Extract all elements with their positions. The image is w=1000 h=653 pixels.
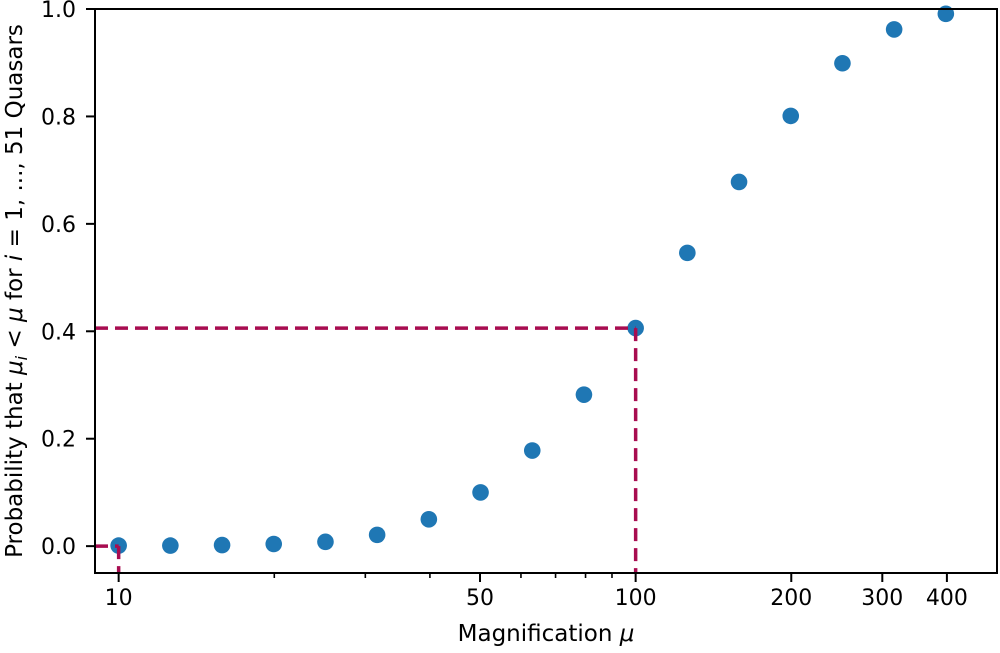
axis-ticks bbox=[86, 8, 948, 582]
x-tick-label: 100 bbox=[615, 586, 657, 611]
data-point bbox=[885, 21, 903, 38]
axis-label-part: μ bbox=[2, 360, 28, 376]
data-point bbox=[472, 484, 489, 501]
data-point bbox=[368, 526, 386, 544]
y-axis-label: Probability that μi < μ for i = 1, ..., … bbox=[2, 24, 31, 558]
y-tick-label: 0.2 bbox=[41, 428, 76, 453]
y-tick-label: 0.4 bbox=[41, 320, 76, 345]
axis-label-part: μ bbox=[2, 307, 28, 323]
data-point bbox=[730, 173, 748, 191]
data-point bbox=[317, 533, 334, 551]
y-tick-label: 1.0 bbox=[41, 0, 76, 23]
plot-area-border bbox=[94, 8, 998, 574]
x-tick-label: 10 bbox=[105, 586, 133, 611]
plot-spines bbox=[94, 8, 998, 574]
x-axis-label: Magnification μ bbox=[458, 621, 635, 647]
y-tick-label: 0.6 bbox=[41, 213, 76, 238]
axis-label-part: < bbox=[2, 322, 28, 356]
data-points bbox=[110, 5, 955, 554]
axis-label-part: i bbox=[12, 355, 31, 360]
axis-label-part: Probability that bbox=[2, 375, 28, 558]
data-point bbox=[213, 536, 231, 554]
data-point bbox=[575, 386, 593, 403]
axis-label-part: = 1, ..., 51 Quasars bbox=[2, 24, 28, 255]
x-tick-label: 400 bbox=[926, 586, 968, 611]
data-point bbox=[679, 244, 696, 262]
data-point bbox=[782, 107, 800, 125]
axis-label-part: for bbox=[2, 261, 28, 307]
axis-label-part: Magnification bbox=[458, 621, 620, 647]
data-point bbox=[523, 442, 541, 459]
data-point bbox=[265, 535, 283, 553]
y-tick-label: 0.8 bbox=[41, 105, 76, 130]
axis-label-part: μ bbox=[619, 621, 635, 647]
x-tick-label: 50 bbox=[466, 586, 494, 611]
axis-tick-labels: 10 50 100 200 300 400 0.0 0.2 0.4 0.6 0.8 1.0 bbox=[41, 0, 968, 611]
x-tick-label: 200 bbox=[770, 586, 812, 611]
data-point bbox=[834, 54, 851, 72]
axis-label-part: i bbox=[2, 254, 28, 261]
x-tick-label: 300 bbox=[861, 586, 903, 611]
annotation-lines bbox=[95, 326, 638, 573]
y-tick-label: 0.0 bbox=[41, 535, 76, 560]
data-point bbox=[162, 537, 179, 554]
data-point bbox=[420, 510, 438, 528]
